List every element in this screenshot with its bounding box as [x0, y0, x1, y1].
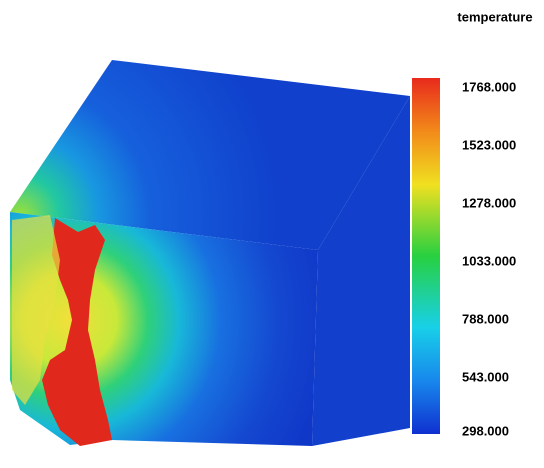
colorbar-labels: 1768.000 1523.000 1278.000 1033.000 788.… [462, 79, 516, 438]
tick-label: 1768.000 [462, 79, 516, 94]
tick-label: 298.000 [462, 423, 509, 438]
cube [10, 60, 410, 446]
colorbar-title: temperature [457, 9, 532, 24]
tick-label: 788.000 [462, 311, 509, 326]
screenshot: temperature 1768.000 1523.000 1278.000 1… [0, 0, 544, 468]
tick-label: 543.000 [462, 369, 509, 384]
tick-label: 1523.000 [462, 137, 516, 152]
tick-label: 1033.000 [462, 253, 516, 268]
tick-label: 1278.000 [462, 195, 516, 210]
colorbar [412, 78, 440, 434]
